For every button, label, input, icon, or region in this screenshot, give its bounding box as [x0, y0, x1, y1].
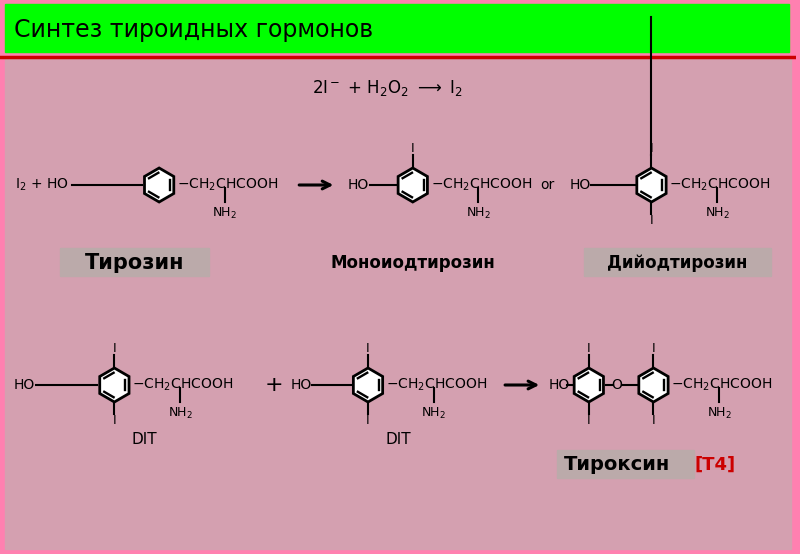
Text: DIT: DIT — [131, 433, 157, 448]
Bar — [584, 248, 771, 276]
Text: HO: HO — [14, 378, 35, 392]
Text: HO: HO — [290, 378, 312, 392]
Polygon shape — [639, 368, 668, 402]
Text: 2I$^-$ + H$_2$O$_2$ $\longrightarrow$ I$_2$: 2I$^-$ + H$_2$O$_2$ $\longrightarrow$ I$… — [313, 78, 463, 98]
Text: I: I — [366, 342, 370, 356]
Text: Тироксин: Тироксин — [564, 455, 670, 474]
Polygon shape — [100, 368, 129, 402]
Text: O: O — [611, 378, 622, 392]
Text: [T4]: [T4] — [694, 456, 735, 474]
Text: $-$CH$_2$CHCOOH: $-$CH$_2$CHCOOH — [670, 177, 770, 193]
Text: I: I — [587, 414, 590, 428]
Text: HO: HO — [570, 178, 591, 192]
Text: Дийодтирозин: Дийодтирозин — [607, 254, 747, 272]
Text: $-$CH$_2$CHCOOH: $-$CH$_2$CHCOOH — [671, 377, 773, 393]
Text: I: I — [113, 414, 116, 428]
Polygon shape — [145, 168, 174, 202]
Polygon shape — [637, 168, 666, 202]
Bar — [60, 248, 209, 276]
Text: NH$_2$: NH$_2$ — [212, 206, 238, 220]
Text: $-$CH$_2$CHCOOH: $-$CH$_2$CHCOOH — [177, 177, 278, 193]
Text: Синтез тироидных гормонов: Синтез тироидных гормонов — [14, 18, 373, 42]
Text: Моноиодтирозин: Моноиодтирозин — [330, 254, 495, 272]
Polygon shape — [398, 168, 427, 202]
Polygon shape — [574, 368, 603, 402]
Text: $-$CH$_2$CHCOOH: $-$CH$_2$CHCOOH — [386, 377, 487, 393]
Text: I: I — [587, 342, 590, 356]
Text: I$_2$ + HO: I$_2$ + HO — [15, 177, 69, 193]
Text: NH$_2$: NH$_2$ — [466, 206, 491, 220]
Polygon shape — [354, 368, 382, 402]
Text: NH$_2$: NH$_2$ — [705, 206, 730, 220]
Text: NH$_2$: NH$_2$ — [167, 406, 193, 420]
Text: NH$_2$: NH$_2$ — [706, 406, 731, 420]
Text: or: or — [540, 178, 554, 192]
Text: $-$CH$_2$CHCOOH: $-$CH$_2$CHCOOH — [430, 177, 532, 193]
Text: I: I — [411, 142, 414, 156]
Bar — [5, 59, 790, 549]
Text: I: I — [650, 142, 654, 156]
Text: +: + — [264, 375, 283, 395]
Text: $-$CH$_2$CHCOOH: $-$CH$_2$CHCOOH — [132, 377, 234, 393]
Text: I: I — [113, 342, 116, 356]
Bar — [557, 450, 694, 478]
Text: NH$_2$: NH$_2$ — [421, 406, 446, 420]
Text: I: I — [366, 414, 370, 428]
Text: DIT: DIT — [385, 433, 410, 448]
Text: I: I — [652, 414, 655, 428]
Text: I: I — [650, 214, 654, 228]
Text: I: I — [652, 342, 655, 356]
Bar — [5, 4, 789, 52]
Text: HO: HO — [549, 378, 570, 392]
Text: HO: HO — [348, 178, 370, 192]
Text: Тирозин: Тирозин — [85, 253, 184, 273]
